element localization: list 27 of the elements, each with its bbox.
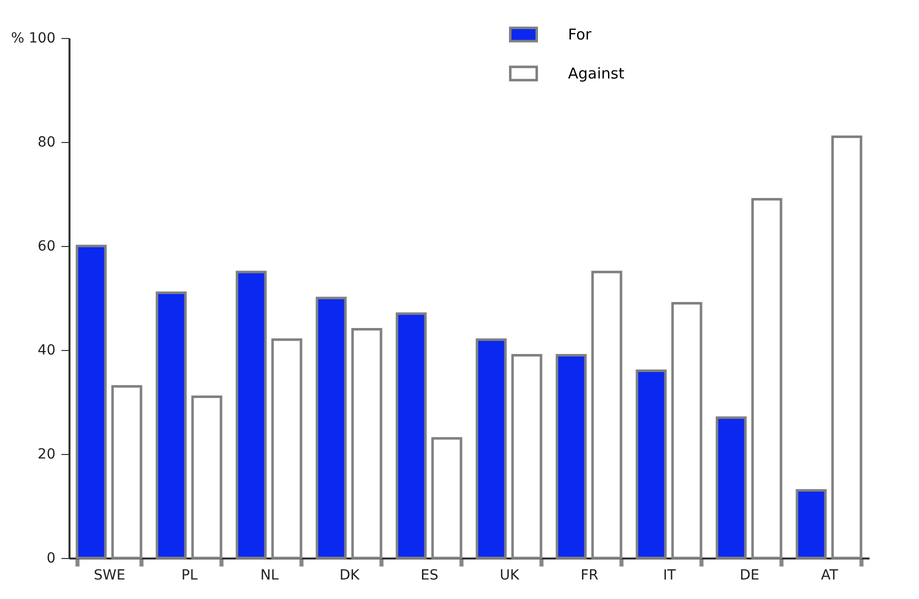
bar [556, 354, 587, 560]
x-tick-label: DE [740, 568, 760, 584]
bar [476, 338, 507, 560]
y-tick-label: % 100 [11, 30, 56, 46]
x-tick-label: ES [420, 568, 438, 584]
x-tick-label: NL [260, 568, 279, 584]
x-tick-label: AT [820, 568, 838, 584]
y-tick-label: 40 [38, 342, 56, 358]
bar [236, 270, 267, 560]
bar [636, 370, 667, 560]
x-tick-label: FR [580, 568, 599, 584]
x-tick-label: DK [340, 568, 360, 584]
bar [156, 292, 187, 560]
y-tick-label: 60 [38, 238, 56, 254]
y-tick-label: 20 [38, 446, 56, 462]
x-tick-label: IT [663, 568, 676, 584]
y-tick-label: 0 [46, 550, 56, 566]
bar [716, 416, 747, 560]
x-tick-label: PL [181, 568, 198, 584]
bar [396, 312, 427, 560]
y-tick-label: 80 [38, 134, 56, 150]
bar [796, 489, 827, 560]
bar [316, 296, 347, 560]
legend-label: For [568, 26, 592, 44]
x-tick-label: SWE [94, 568, 126, 584]
x-tick-label: UK [500, 568, 520, 584]
legend-label: Against [568, 64, 624, 82]
